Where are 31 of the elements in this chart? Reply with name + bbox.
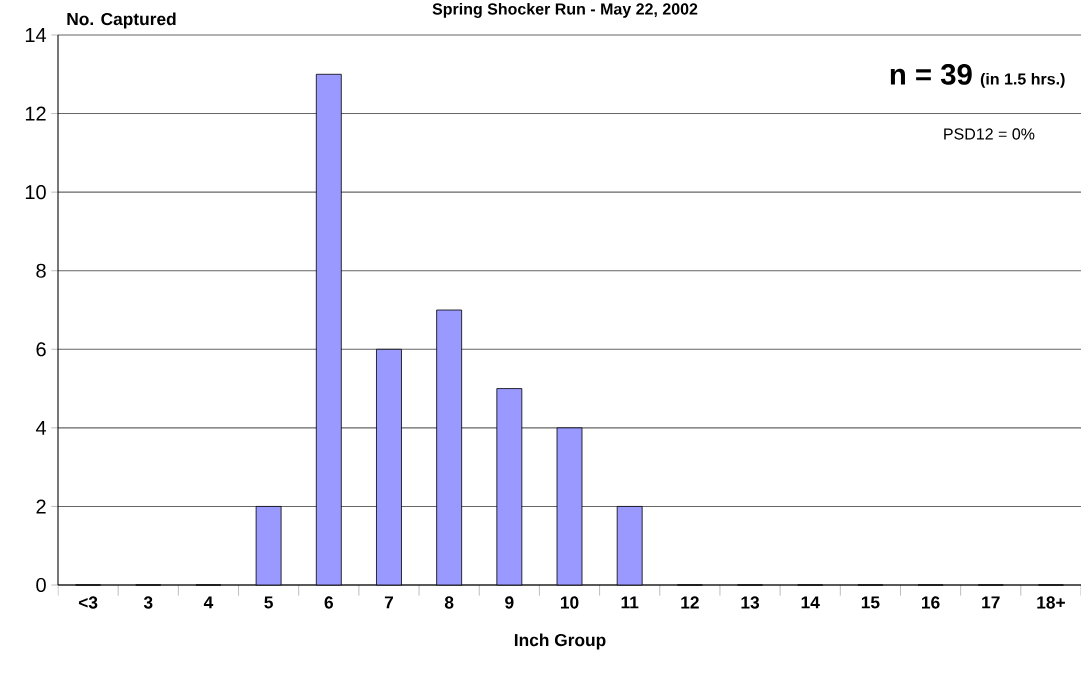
y-tick-label: 14: [25, 28, 47, 42]
x-tick-label: 13: [741, 596, 760, 609]
x-tick-label: 7: [384, 596, 394, 609]
y-tick-label: 6: [36, 342, 46, 357]
x-tick-label: 5: [264, 596, 273, 609]
annotation: (in 1.5 hrs.): [980, 72, 1065, 88]
y-tick-label: 4: [35, 420, 47, 435]
y-tick-label: 0: [36, 577, 46, 593]
chart-title: Spring Shocker Run - May 22, 2002: [432, 2, 698, 18]
x-tick-label: 9: [505, 596, 514, 609]
x-tick-label: <3: [78, 596, 98, 609]
x-tick-label: 10: [560, 596, 579, 609]
x-tick-label: 6: [324, 596, 333, 609]
x-tick-label: 11: [621, 596, 639, 609]
x-axis-title: Inch Group: [514, 633, 606, 650]
x-tick-label: 17: [982, 596, 1000, 609]
y-tick-label: 8: [36, 263, 46, 278]
x-tick-label: 4: [203, 596, 214, 609]
annotation: n = 39: [890, 64, 972, 85]
x-tick-label: 16: [922, 596, 940, 609]
x-tick-label: 8: [444, 596, 454, 609]
y-tick-label: 2: [36, 499, 46, 514]
x-tick-label: 18+: [1037, 596, 1065, 609]
x-tick-label: 12: [681, 596, 699, 609]
y-tick-label: 12: [25, 106, 46, 121]
annotation: PSD12 = 0%: [944, 128, 1035, 140]
y-axis-title: No. Captured: [67, 12, 176, 29]
x-tick-label: 15: [861, 596, 880, 609]
x-tick-label: 3: [143, 596, 153, 609]
y-tick-label: 10: [25, 185, 46, 200]
x-tick-label: 14: [801, 596, 820, 609]
